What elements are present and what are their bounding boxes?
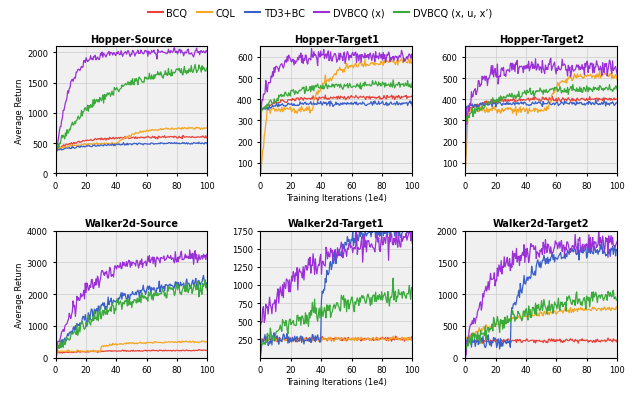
Title: Hopper-Target2: Hopper-Target2 [499,35,584,45]
Title: Walker2d-Target2: Walker2d-Target2 [493,219,589,229]
X-axis label: Training Iterations (1e4): Training Iterations (1e4) [286,193,387,202]
Title: Hopper-Source: Hopper-Source [90,35,173,45]
Title: Walker2d-Target1: Walker2d-Target1 [288,219,385,229]
Y-axis label: Average Return: Average Return [15,78,24,143]
Y-axis label: Average Return: Average Return [15,261,24,327]
Legend: BCQ, CQL, TD3+BC, DVBCQ (x), DVBCQ (x, u, x’): BCQ, CQL, TD3+BC, DVBCQ (x), DVBCQ (x, u… [144,5,496,22]
X-axis label: Training Iterations (1e4): Training Iterations (1e4) [286,377,387,386]
Title: Hopper-Target1: Hopper-Target1 [294,35,379,45]
Title: Walker2d-Source: Walker2d-Source [84,219,179,229]
